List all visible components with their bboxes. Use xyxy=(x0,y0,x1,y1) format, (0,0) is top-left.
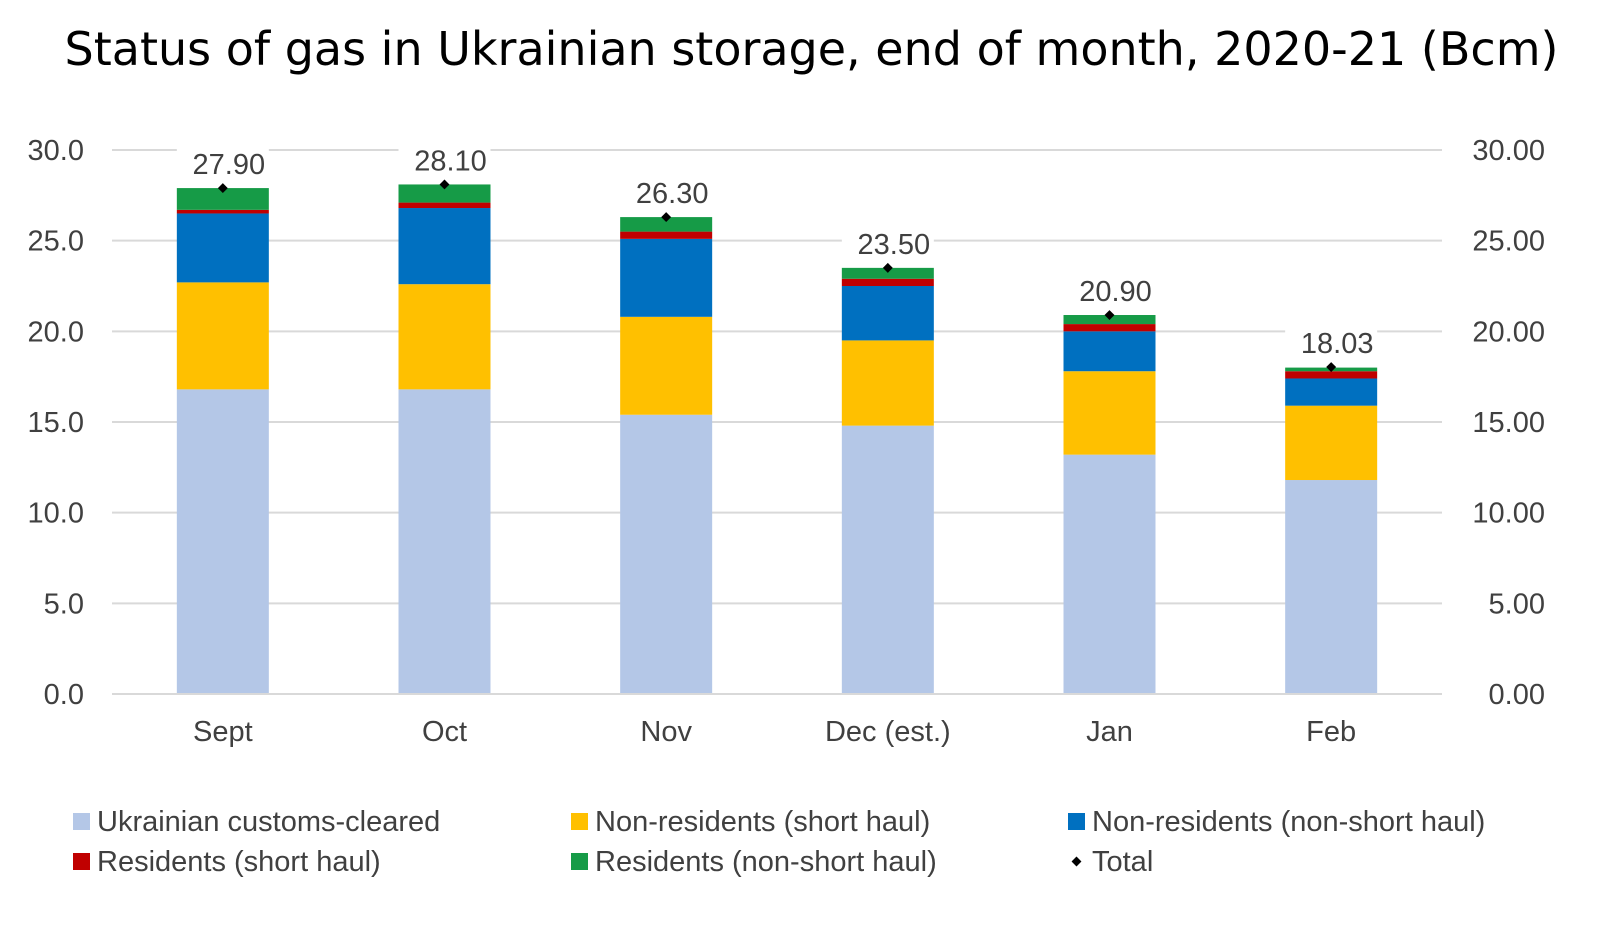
x-tick-label: Jan xyxy=(1086,716,1133,748)
legend-label: Total xyxy=(1092,846,1153,878)
total-point xyxy=(217,183,228,194)
total-label-bg xyxy=(1285,326,1378,359)
x-tick-label: Dec (est.) xyxy=(825,716,951,748)
bar-segment xyxy=(841,278,934,286)
total-label-bg xyxy=(620,176,713,209)
total-point xyxy=(1326,362,1337,373)
bars xyxy=(176,184,1378,694)
right-y-tick-label: 0.00 xyxy=(1489,679,1545,711)
right-y-tick-label: 20.00 xyxy=(1472,316,1545,348)
bar-stack xyxy=(1285,367,1378,694)
bar-segment xyxy=(398,202,491,209)
bar-segment xyxy=(176,282,269,390)
legend-label: Non-residents (short haul) xyxy=(595,806,930,838)
bar-stack xyxy=(841,267,934,694)
x-tick-label: Sept xyxy=(193,716,253,748)
bar-segment xyxy=(620,316,713,415)
total-point xyxy=(882,262,893,273)
legend-item: Residents (short haul) xyxy=(73,846,381,878)
total-markers: 27.90 28.10 26.30 23.50 20.90 18.03 xyxy=(176,143,1378,373)
bar-segment xyxy=(1063,371,1156,455)
bar-stack xyxy=(620,217,713,694)
bar-segment xyxy=(176,213,269,283)
bar-segment xyxy=(1063,324,1156,332)
right-y-tick-label: 15.00 xyxy=(1472,407,1545,439)
bar-segment xyxy=(620,414,713,694)
total-label-bg xyxy=(1063,274,1156,307)
bar-stack xyxy=(176,188,269,694)
total-label-bg xyxy=(841,226,934,259)
legend-swatch xyxy=(73,853,90,870)
bar-segment xyxy=(1285,405,1378,481)
bar-segment xyxy=(398,208,491,285)
bar-segment xyxy=(398,284,491,390)
bar-segment xyxy=(1063,331,1156,372)
bar-segment xyxy=(398,389,491,694)
bar-segment xyxy=(1063,454,1156,694)
legend-item: Non-residents (non-short haul) xyxy=(1068,806,1485,838)
legend-label: Non-residents (non-short haul) xyxy=(1092,806,1485,838)
bar-segment xyxy=(841,286,934,341)
right-y-tick-label: 30.00 xyxy=(1472,135,1545,167)
left-y-tick-label: 5.0 xyxy=(44,588,84,620)
legend-swatch xyxy=(571,813,588,830)
x-tick-label: Feb xyxy=(1306,716,1356,748)
legend-item: Non-residents (short haul) xyxy=(571,806,930,838)
bar-stack xyxy=(398,184,491,694)
bar-segment xyxy=(176,209,269,214)
left-y-tick-label: 25.0 xyxy=(28,226,84,258)
total-data-label: 18.03 xyxy=(1301,328,1374,360)
right-y-axis: 0.00 5.00 10.00 15.00 20.00 25.00 30.00 xyxy=(1472,135,1545,711)
left-y-tick-label: 0.0 xyxy=(44,679,84,711)
left-y-tick-label: 20.0 xyxy=(28,316,84,348)
total-data-label: 23.50 xyxy=(858,229,931,261)
total-data-label: 28.10 xyxy=(414,145,487,177)
right-y-tick-label: 10.00 xyxy=(1472,498,1545,530)
right-y-tick-label: 5.00 xyxy=(1489,588,1545,620)
bar-stack xyxy=(1063,315,1156,694)
total-label-bg xyxy=(176,147,269,180)
x-axis: Sept Oct Nov Dec (est.) Jan Feb xyxy=(112,693,1442,748)
legend: Ukrainian customs-cleared Non-residents (… xyxy=(73,806,1485,878)
total-point xyxy=(661,212,672,223)
legend-label: Ukrainian customs-cleared xyxy=(97,806,440,838)
left-y-tick-label: 10.0 xyxy=(28,498,84,530)
bar-segment xyxy=(398,184,491,203)
legend-item: Total xyxy=(1071,846,1153,878)
x-tick-label: Oct xyxy=(422,716,467,748)
total-point xyxy=(439,179,450,190)
legend-swatch xyxy=(571,853,588,870)
legend-swatch xyxy=(73,813,90,830)
bar-segment xyxy=(620,231,713,239)
legend-item: Ukrainian customs-cleared xyxy=(73,806,440,838)
bar-segment xyxy=(841,340,934,426)
total-point xyxy=(1104,310,1115,320)
bar-segment xyxy=(620,217,713,232)
bar-segment xyxy=(841,425,934,694)
left-y-axis: 0.0 5.0 10.0 15.0 20.0 25.0 30.0 xyxy=(28,135,84,711)
left-y-tick-label: 15.0 xyxy=(28,407,84,439)
bar-segment xyxy=(1285,378,1378,406)
total-data-label: 26.30 xyxy=(636,178,709,210)
left-y-tick-label: 30.0 xyxy=(28,135,84,167)
legend-label: Residents (short haul) xyxy=(97,846,381,878)
legend-item: Residents (non-short haul) xyxy=(571,846,937,878)
right-y-tick-label: 25.00 xyxy=(1472,226,1545,258)
legend-marker xyxy=(1071,856,1082,867)
bar-segment xyxy=(841,267,934,279)
total-data-label: 20.90 xyxy=(1079,276,1152,308)
x-tick-label: Nov xyxy=(640,716,692,748)
total-label-bg xyxy=(398,143,491,176)
bar-segment xyxy=(1285,371,1378,379)
bar-segment xyxy=(176,188,269,210)
bar-segment xyxy=(620,238,713,317)
legend-swatch xyxy=(1068,813,1085,830)
gridlines xyxy=(112,149,1442,695)
bar-segment xyxy=(1285,480,1378,694)
bar-segment xyxy=(176,389,269,694)
total-data-label: 27.90 xyxy=(193,149,266,181)
chart-title: Status of gas in Ukrainian storage, end … xyxy=(64,22,1559,76)
legend-label: Residents (non-short haul) xyxy=(595,846,937,878)
